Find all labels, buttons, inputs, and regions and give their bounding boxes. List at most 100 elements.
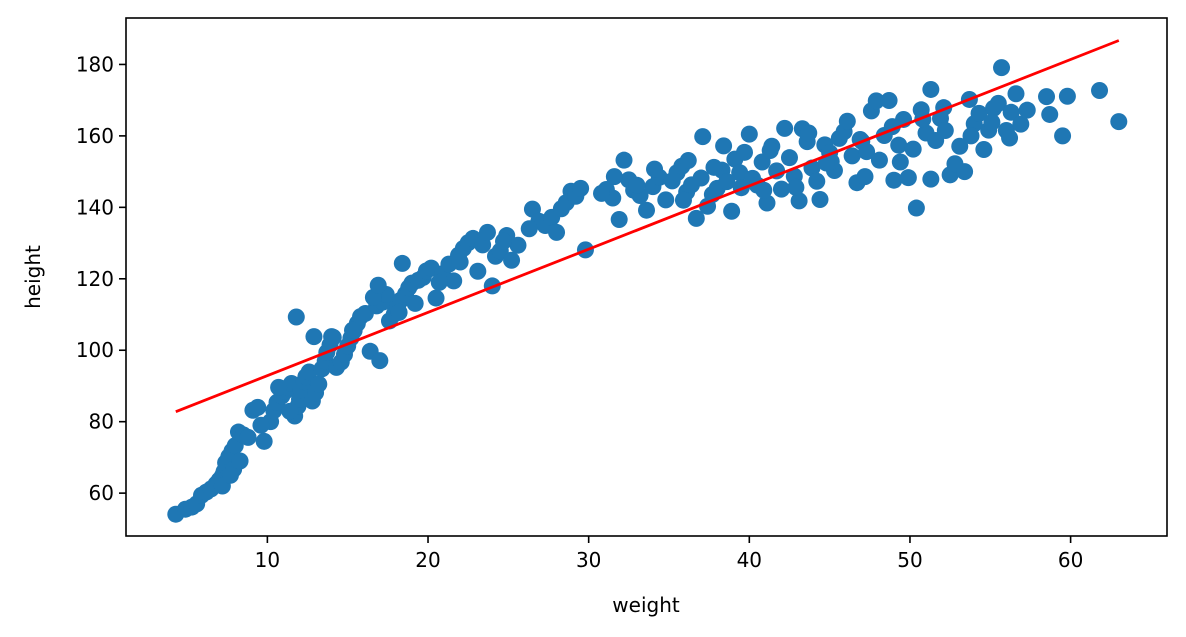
data-point bbox=[628, 176, 646, 194]
data-point bbox=[890, 136, 908, 154]
data-point bbox=[239, 428, 257, 446]
data-point bbox=[761, 142, 779, 160]
data-point bbox=[430, 273, 448, 291]
data-point bbox=[772, 180, 790, 198]
data-point bbox=[885, 171, 903, 189]
data-point bbox=[1001, 129, 1019, 147]
data-point bbox=[856, 168, 874, 186]
data-point bbox=[270, 378, 288, 396]
data-point bbox=[300, 363, 318, 381]
fit-line bbox=[175, 39, 1120, 413]
data-point bbox=[1091, 82, 1109, 100]
data-point bbox=[281, 402, 299, 420]
data-point bbox=[548, 223, 566, 241]
data-point bbox=[787, 178, 805, 196]
data-point bbox=[390, 303, 408, 321]
x-tick-label: 30 bbox=[576, 548, 601, 572]
data-point bbox=[870, 151, 888, 169]
data-point bbox=[478, 223, 496, 241]
data-point bbox=[679, 152, 697, 170]
data-point bbox=[975, 140, 993, 158]
data-point bbox=[445, 272, 463, 290]
data-point bbox=[956, 163, 974, 181]
data-point bbox=[962, 127, 980, 145]
data-point bbox=[638, 201, 655, 219]
data-point bbox=[776, 119, 794, 137]
data-point bbox=[817, 154, 835, 172]
data-point bbox=[811, 190, 829, 208]
data-point bbox=[970, 104, 988, 122]
data-point bbox=[907, 199, 925, 217]
data-point bbox=[790, 192, 808, 210]
data-point bbox=[605, 168, 623, 186]
data-point bbox=[1012, 115, 1030, 133]
data-point bbox=[674, 191, 692, 209]
y-axis-label: height bbox=[21, 245, 45, 309]
data-point bbox=[687, 209, 705, 227]
data-point bbox=[922, 170, 940, 188]
data-point bbox=[899, 169, 917, 187]
data-point bbox=[503, 251, 521, 269]
data-point bbox=[692, 169, 710, 187]
data-point bbox=[989, 94, 1007, 112]
data-point bbox=[718, 173, 736, 191]
y-tick-label: 180 bbox=[76, 52, 114, 76]
data-point bbox=[694, 128, 712, 146]
data-point bbox=[1041, 105, 1059, 123]
y-tick-label: 100 bbox=[76, 338, 114, 362]
x-axis: 10 20 30 40 50 60 bbox=[255, 536, 1083, 572]
x-tick-label: 50 bbox=[897, 548, 922, 572]
data-point bbox=[369, 276, 387, 294]
data-point bbox=[469, 262, 487, 280]
data-point bbox=[371, 352, 389, 370]
data-point bbox=[451, 253, 469, 271]
data-point bbox=[657, 191, 675, 209]
data-point bbox=[393, 254, 411, 272]
x-tick-label: 40 bbox=[737, 548, 762, 572]
data-point bbox=[705, 158, 723, 176]
data-point bbox=[993, 59, 1011, 77]
data-point bbox=[646, 160, 664, 178]
data-point bbox=[1018, 101, 1036, 119]
data-point bbox=[1110, 113, 1128, 131]
data-point bbox=[572, 179, 590, 197]
data-point bbox=[610, 210, 628, 228]
data-point bbox=[731, 164, 749, 182]
data-point bbox=[936, 122, 954, 140]
y-tick-label: 120 bbox=[76, 267, 114, 291]
data-point bbox=[221, 466, 239, 484]
x-tick-label: 10 bbox=[255, 548, 280, 572]
data-point bbox=[495, 232, 513, 250]
x-axis-label: weight bbox=[612, 593, 680, 617]
data-point bbox=[951, 137, 969, 155]
data-point bbox=[904, 140, 922, 158]
data-point bbox=[843, 147, 861, 165]
data-point bbox=[735, 143, 753, 161]
data-point bbox=[1038, 88, 1056, 106]
plot-frame bbox=[125, 17, 1168, 537]
data-point bbox=[1007, 85, 1025, 103]
y-tick-label: 160 bbox=[76, 124, 114, 148]
data-point bbox=[838, 112, 856, 130]
data-point bbox=[758, 194, 776, 212]
data-point bbox=[1058, 87, 1076, 105]
y-axis: 60 80 100 120 140 160 180 bbox=[76, 52, 126, 505]
data-point bbox=[867, 92, 885, 110]
data-point bbox=[255, 432, 273, 450]
data-point bbox=[310, 375, 328, 393]
points-layer bbox=[167, 59, 1128, 523]
data-point bbox=[593, 184, 611, 202]
data-point bbox=[231, 452, 249, 470]
x-tick-label: 20 bbox=[415, 548, 440, 572]
data-point bbox=[344, 321, 362, 339]
data-point bbox=[287, 308, 305, 326]
data-point bbox=[305, 328, 323, 346]
data-point bbox=[740, 125, 758, 143]
y-tick-label: 80 bbox=[89, 410, 114, 434]
data-point bbox=[249, 398, 267, 416]
data-point bbox=[427, 289, 445, 307]
x-tick-label: 60 bbox=[1058, 548, 1083, 572]
data-point bbox=[715, 137, 733, 155]
data-point bbox=[880, 92, 898, 110]
